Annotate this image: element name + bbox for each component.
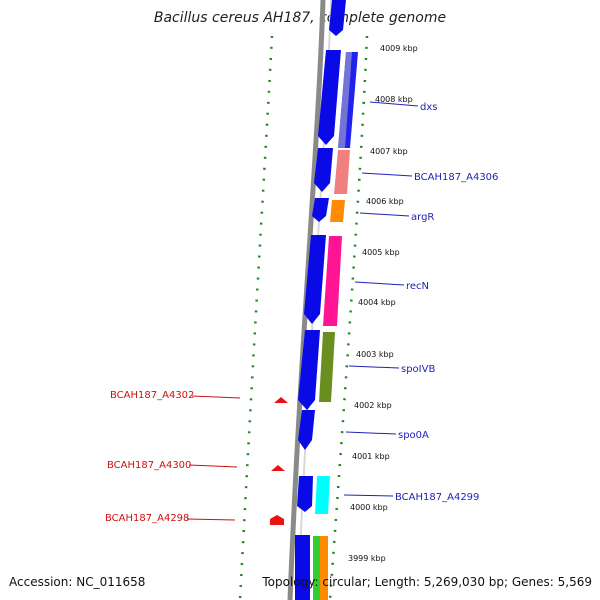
cds-arrow — [304, 235, 326, 324]
feature-BCAH187_A4300 — [271, 465, 285, 471]
scale-label: 4007 kbp — [370, 147, 408, 156]
cds-arrow — [298, 410, 315, 450]
feature-dxs-gradient — [338, 52, 352, 148]
feature-argR — [330, 200, 345, 222]
gene-label-spo0A: spo0A — [398, 430, 429, 441]
scale-label: 4008 kbp — [375, 95, 413, 104]
gene-label-BCAH187_A4300: BCAH187_A4300 — [107, 460, 191, 471]
cds-arrow — [312, 198, 329, 222]
scale-label: 4002 kbp — [354, 401, 392, 410]
feature-track — [313, 52, 358, 600]
gene-labels-left: BCAH187_A4302 BCAH187_A4300 BCAH187_A429… — [105, 390, 241, 524]
scale-labels: 4009 kbp 4008 kbp 4007 kbp 4006 kbp 4005… — [348, 44, 418, 563]
feature-BCAH187_A4302 — [274, 397, 288, 403]
scale-label: 4001 kbp — [352, 452, 390, 461]
red-features — [270, 397, 288, 525]
cds-arrow — [298, 330, 320, 410]
genome-backbone — [287, 0, 326, 600]
scale-label: 4003 kbp — [356, 350, 394, 359]
cds-arrow — [329, 0, 346, 36]
feature-recN — [323, 236, 342, 326]
gene-label-BCAH187_A4302: BCAH187_A4302 — [110, 390, 194, 401]
topology-label: Topology: circular; Length: 5,269,030 bp… — [262, 575, 592, 589]
cds-arrow — [295, 535, 310, 600]
gene-label-recN: recN — [406, 281, 429, 292]
scale-label: 4005 kbp — [362, 248, 400, 257]
feature-BCAH187_A4306 — [334, 150, 350, 194]
feature-green — [313, 536, 320, 600]
gene-label-spoIVB: spoIVB — [401, 364, 435, 375]
cds-arrow — [297, 476, 313, 512]
map-title: Bacillus cereus AH187, complete genome — [153, 10, 447, 26]
feature-BCAH187_A4299 — [315, 476, 330, 514]
gene-labels-right: dxs BCAH187_A4306 argR recN spoIVB spo0A… — [343, 101, 498, 503]
scale-label: 4006 kbp — [366, 197, 404, 206]
scale-label: 4000 kbp — [350, 503, 388, 512]
feature-BCAH187_A4298 — [270, 515, 284, 525]
scale-label: 3999 kbp — [348, 554, 386, 563]
gene-label-dxs: dxs — [420, 102, 437, 113]
scale-label: 4009 kbp — [380, 44, 418, 53]
gc-dotted-line-left — [238, 35, 274, 600]
gene-label-BCAH187_A4299: BCAH187_A4299 — [395, 492, 479, 503]
gene-label-argR: argR — [411, 212, 434, 223]
cds-arrow — [314, 148, 333, 192]
feature-spoIVB — [319, 332, 335, 402]
gene-label-BCAH187_A4298: BCAH187_A4298 — [105, 513, 189, 524]
accession-label: Accession: NC_011658 — [9, 575, 146, 589]
scale-label: 4004 kbp — [358, 298, 396, 307]
feature-orange — [320, 536, 328, 600]
cds-arrow — [318, 50, 341, 145]
cds-track — [295, 0, 346, 600]
gene-label-BCAH187_A4306: BCAH187_A4306 — [414, 172, 498, 183]
